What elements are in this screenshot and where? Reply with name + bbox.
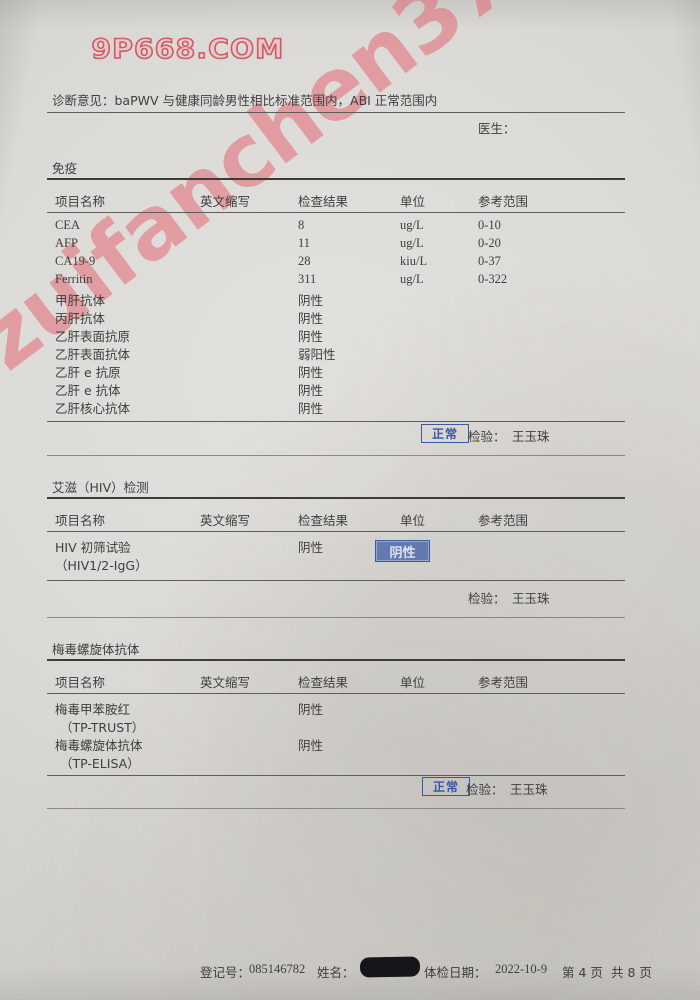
table-row: 乙肝表面抗原 — [55, 329, 131, 344]
col-header-range: 参考范围 — [478, 194, 529, 209]
section2-close-rule — [47, 617, 625, 618]
col-header-abbr: 英文缩写 — [200, 513, 251, 528]
table-row: （TP-TRUST） — [60, 720, 145, 735]
tester-name-immunology: 王玉珠 — [512, 429, 550, 444]
cell-result: 弱阳性 — [298, 347, 336, 362]
table-row: 乙肝 e 抗原 — [55, 365, 121, 380]
tester-name-hiv: 王玉珠 — [512, 591, 550, 606]
col-header-abbr: 英文缩写 — [200, 675, 251, 690]
tester-label-immunology: 检验： — [468, 429, 506, 444]
table-row: 乙肝核心抗体 — [55, 401, 131, 416]
tester-name-syphilis: 王玉珠 — [510, 782, 548, 797]
cell-result: 28 — [298, 254, 311, 268]
cell-result: 阴性 — [298, 702, 324, 717]
cell-result: 阴性 — [298, 365, 324, 380]
col-header-abbr: 英文缩写 — [200, 194, 251, 209]
footer-page-total: 共 8 页 — [611, 965, 652, 980]
col-header-result: 检查结果 — [298, 675, 349, 690]
table-row: 乙肝 e 抗体 — [55, 383, 121, 398]
footer-date-value: 2022-10-9 — [495, 962, 548, 976]
status-badge-negative-hiv: 阴性 — [375, 540, 430, 562]
table-row: AFP — [55, 236, 78, 250]
section-title-hiv: 艾滋（HIV）检测 — [52, 480, 149, 495]
section1-close-rule — [47, 455, 625, 456]
section3-close-rule — [47, 808, 625, 809]
footer-reg-no: 085146782 — [249, 962, 306, 976]
table-row: 梅毒甲苯胺红 — [55, 702, 131, 717]
table-row: 乙肝表面抗体 — [55, 347, 131, 362]
cell-unit: ug/L — [400, 218, 424, 232]
table-row: 丙肝抗体 — [55, 311, 106, 326]
cell-unit: ug/L — [400, 272, 424, 286]
cell-result: 11 — [298, 236, 311, 250]
footer-reg-label: 登记号： — [200, 965, 251, 980]
cell-range: 0-37 — [478, 254, 501, 268]
doctor-label: 医生： — [478, 121, 516, 136]
col-header-result: 检查结果 — [298, 513, 349, 528]
footer-date-label: 体检日期： — [424, 965, 487, 980]
cell-result: 阴性 — [298, 738, 324, 753]
redacted-name-block — [359, 956, 421, 978]
section-title-syphilis: 梅毒螺旋体抗体 — [52, 642, 140, 657]
cell-unit: ug/L — [400, 236, 424, 250]
col-header-unit: 单位 — [400, 513, 426, 528]
section3-top-rule — [47, 659, 625, 661]
section1-bottom-rule — [47, 421, 625, 422]
col-header-unit: 单位 — [400, 194, 426, 209]
cell-unit: kiu/L — [400, 254, 428, 268]
section1-top-rule — [47, 178, 625, 180]
table-row: Ferritin — [55, 272, 93, 286]
table-row: CA19-9 — [55, 254, 96, 268]
cell-result: 8 — [298, 218, 305, 232]
cell-result: 阴性 — [298, 311, 324, 326]
table-row: 梅毒螺旋体抗体 — [55, 738, 143, 753]
section3-header-rule — [47, 693, 625, 694]
col-header-range: 参考范围 — [478, 675, 529, 690]
cell-result: 阴性 — [298, 329, 324, 344]
cell-range: 0-20 — [478, 236, 501, 250]
col-header-item: 项目名称 — [55, 675, 106, 690]
section2-bottom-rule — [47, 580, 625, 581]
table-row: 甲肝抗体 — [55, 293, 106, 308]
header-rule — [47, 112, 625, 113]
table-row: （TP-ELISA） — [60, 756, 140, 771]
col-header-item: 项目名称 — [55, 513, 106, 528]
section2-top-rule — [47, 497, 625, 499]
status-badge-normal-immunology: 正常 — [421, 424, 469, 443]
section1-header-rule — [47, 212, 625, 213]
footer-page-current: 第 4 页 — [562, 965, 603, 980]
cell-result: 阴性 — [298, 540, 324, 555]
table-row: （HIV1/2-IgG） — [55, 558, 148, 573]
cell-result: 阴性 — [298, 401, 324, 416]
col-header-range: 参考范围 — [478, 513, 529, 528]
cell-result: 311 — [298, 272, 317, 286]
table-row: CEA — [55, 218, 80, 232]
footer-name-label: 姓名： — [317, 965, 355, 980]
section-title-immunology: 免疫 — [52, 161, 78, 176]
cell-range: 0-322 — [478, 272, 508, 286]
tester-label-hiv: 检验： — [468, 591, 506, 606]
status-badge-normal-syphilis: 正常 — [422, 777, 470, 796]
cell-result: 阴性 — [298, 383, 324, 398]
section2-header-rule — [47, 531, 625, 532]
diagnosis-line: 诊断意见：baPWV 与健康同龄男性相比标准范围内，ABI 正常范围内 — [52, 93, 438, 108]
tester-label-syphilis: 检验： — [466, 782, 504, 797]
col-header-unit: 单位 — [400, 675, 426, 690]
site-logo-watermark: 9P668.COM — [91, 33, 285, 66]
section3-bottom-rule — [47, 775, 625, 776]
col-header-item: 项目名称 — [55, 194, 106, 209]
cell-range: 0-10 — [478, 218, 501, 232]
table-row: HIV 初筛试验 — [55, 540, 131, 555]
cell-result: 阴性 — [298, 293, 324, 308]
col-header-result: 检查结果 — [298, 194, 349, 209]
